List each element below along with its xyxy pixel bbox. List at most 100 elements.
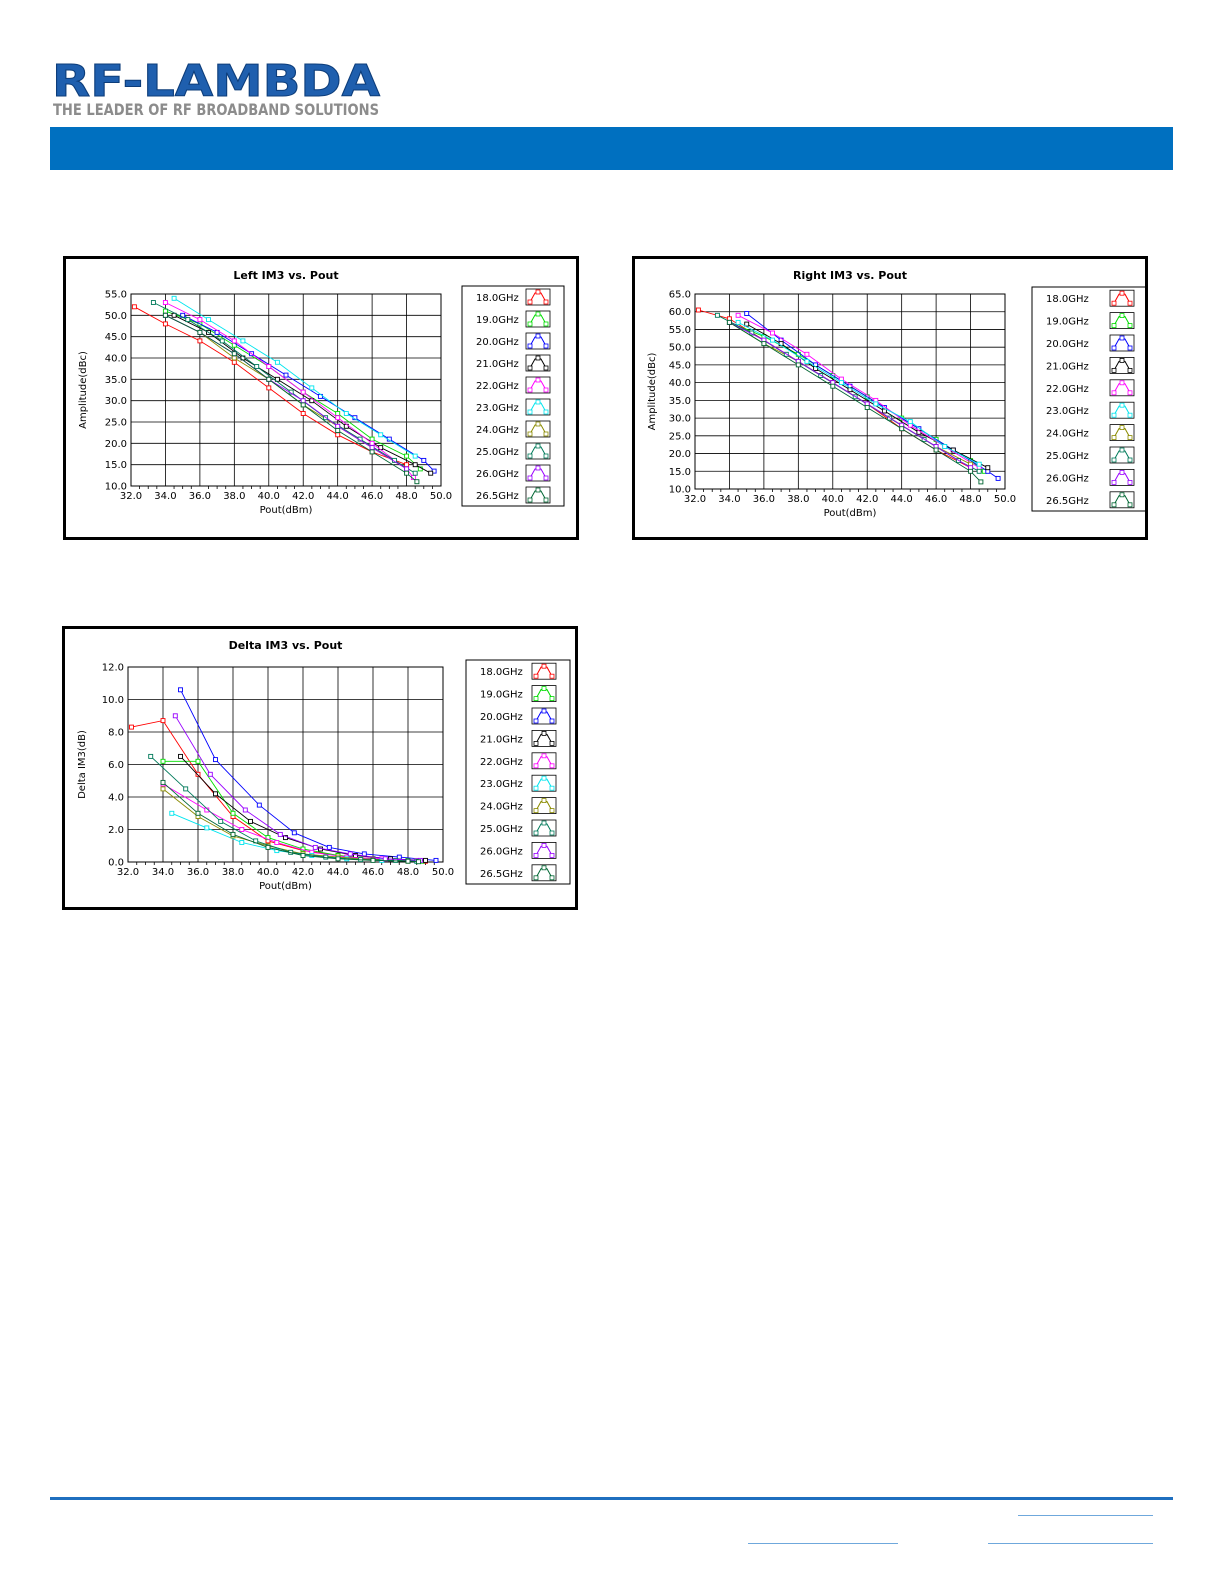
series-line xyxy=(746,323,989,469)
data-point xyxy=(976,468,982,474)
legend-swatch-marker xyxy=(535,443,541,449)
legend-label: 21.0GHz xyxy=(480,734,523,745)
legend-label: 20.0GHz xyxy=(480,712,523,723)
x-tick-label: 36.0 xyxy=(187,867,209,878)
legend-swatch-marker xyxy=(1119,447,1125,453)
data-point xyxy=(195,771,201,777)
legend-label: 23.0GHz xyxy=(1046,406,1089,417)
series-26.5GHz xyxy=(726,319,984,485)
x-tick-label: 48.0 xyxy=(395,491,417,502)
legend-swatch-marker xyxy=(1127,345,1133,351)
data-point xyxy=(206,317,211,323)
legend-label: 23.0GHz xyxy=(476,403,519,414)
data-point xyxy=(830,383,836,389)
legend-swatch-marker xyxy=(541,798,547,804)
legend-swatch-marker xyxy=(535,333,541,339)
x-tick-label: 38.0 xyxy=(787,494,809,505)
data-point xyxy=(770,337,775,343)
data-point xyxy=(326,844,332,850)
legend-swatch-marker xyxy=(541,663,547,669)
y-tick-label: 10.0 xyxy=(669,485,691,496)
y-tick-label: 35.0 xyxy=(669,396,691,407)
legend-swatch-marker xyxy=(1119,492,1125,498)
legend-label: 26.0GHz xyxy=(476,469,519,480)
data-point xyxy=(978,479,984,485)
data-point xyxy=(335,411,341,416)
legend-swatch-marker xyxy=(535,487,541,493)
data-point xyxy=(907,419,913,425)
legend-swatch-marker xyxy=(533,808,539,814)
data-point xyxy=(309,385,315,391)
y-axis-label: Amplitude(dBc) xyxy=(78,351,89,429)
data-point xyxy=(231,355,237,361)
x-tick-label: 32.0 xyxy=(120,491,142,502)
x-axis-label: Pout(dBm) xyxy=(259,881,312,892)
x-tick-label: 32.0 xyxy=(117,867,139,878)
legend-swatch-marker xyxy=(1111,412,1117,418)
data-point xyxy=(185,317,191,323)
legend-swatch-marker xyxy=(541,708,547,714)
legend-swatch-marker xyxy=(543,431,549,437)
data-point xyxy=(171,312,177,318)
y-tick-label: 55.0 xyxy=(669,325,691,336)
legend-swatch-marker xyxy=(1119,313,1125,318)
x-tick-label: 44.0 xyxy=(891,494,913,505)
data-point xyxy=(899,426,905,432)
legend-label: 24.0GHz xyxy=(1046,429,1089,440)
y-tick-label: 25.0 xyxy=(669,431,691,442)
x-tick-label: 50.0 xyxy=(430,491,452,502)
legend-swatch-marker xyxy=(533,718,539,724)
legend-swatch-marker xyxy=(527,475,533,481)
footer-link-underline[interactable] xyxy=(1018,1515,1153,1516)
data-point xyxy=(968,468,974,474)
legend-swatch-marker xyxy=(527,497,533,503)
legend-swatch-marker xyxy=(549,830,555,836)
data-point xyxy=(873,401,879,407)
data-point xyxy=(231,351,237,357)
data-point xyxy=(404,462,410,468)
data-point xyxy=(162,308,168,314)
legend-label: 22.0GHz xyxy=(1046,384,1089,395)
data-point xyxy=(405,858,411,864)
legend-label: 25.0GHz xyxy=(480,824,523,835)
series-26.5GHz xyxy=(160,779,421,865)
data-point xyxy=(300,389,306,395)
data-point xyxy=(239,840,245,845)
legend-swatch-marker xyxy=(543,365,549,371)
legend-swatch-marker xyxy=(543,453,549,459)
x-tick-label: 46.0 xyxy=(925,494,947,505)
legend-swatch-marker xyxy=(535,355,541,361)
footer-link-underline[interactable] xyxy=(988,1543,1153,1544)
data-point xyxy=(218,818,224,824)
y-tick-label: 6.0 xyxy=(108,760,124,771)
legend-swatch-marker xyxy=(1111,323,1117,328)
legend-swatch-marker xyxy=(1111,479,1117,485)
footer-link-underline[interactable] xyxy=(748,1543,898,1544)
data-point xyxy=(283,835,288,841)
data-point xyxy=(347,851,353,857)
y-axis-label: Delta IM3(dB) xyxy=(77,730,88,799)
legend-swatch-marker xyxy=(527,453,533,459)
data-point xyxy=(277,831,283,837)
chart-title: Right IM3 vs. Pout xyxy=(793,269,907,282)
data-point xyxy=(744,321,750,327)
legend-swatch-marker xyxy=(541,775,547,781)
data-point xyxy=(735,312,741,318)
data-point xyxy=(864,405,870,410)
legend-swatch-marker xyxy=(543,387,549,393)
data-point xyxy=(197,317,203,323)
legend-swatch-marker xyxy=(1111,502,1117,508)
x-tick-label: 44.0 xyxy=(327,867,349,878)
y-tick-label: 35.0 xyxy=(105,375,127,386)
legend-label: 25.0GHz xyxy=(1046,451,1089,462)
data-point xyxy=(169,810,175,816)
data-point xyxy=(416,859,421,865)
legend-swatch-marker xyxy=(533,875,539,881)
series-line xyxy=(162,783,417,861)
legend-label: 26.5GHz xyxy=(476,491,519,502)
data-point xyxy=(404,466,410,472)
legend-swatch-marker xyxy=(549,718,555,724)
legend-swatch-marker xyxy=(543,343,549,349)
chart-panel-left-im3: Left IM3 vs. Pout 32.0 34.0 36.0 38.0 40.0 42.… xyxy=(63,256,579,540)
legend-swatch-marker xyxy=(527,321,533,327)
